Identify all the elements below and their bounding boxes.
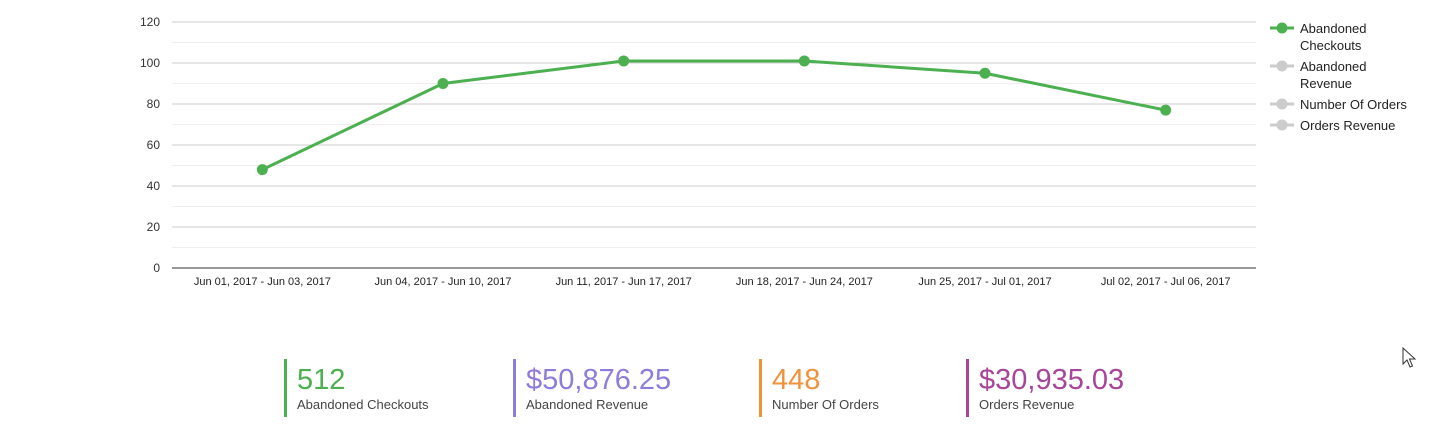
- legend-label: Abandoned: [1300, 21, 1367, 36]
- data-point: [979, 67, 991, 79]
- y-tick-label: 0: [153, 261, 160, 275]
- y-tick-label: 40: [147, 179, 161, 193]
- summary-number-of-orders: 448 Number Of Orders: [759, 359, 879, 417]
- legend-label: Number Of Orders: [1300, 97, 1407, 112]
- x-tick-label: Jul 02, 2017 - Jul 06, 2017: [1101, 276, 1231, 288]
- summary-label: Orders Revenue: [979, 397, 1075, 412]
- legend-marker: [1276, 22, 1288, 34]
- y-tick-label: 20: [147, 220, 161, 234]
- y-axis: 0 20 40 60 80 100 120: [140, 15, 160, 275]
- legend-item[interactable]: Orders Revenue: [1270, 118, 1395, 133]
- data-point: [1160, 104, 1172, 116]
- y-tick-label: 80: [147, 97, 161, 111]
- x-tick-label: Jun 25, 2017 - Jul 01, 2017: [918, 276, 1051, 288]
- x-axis: Jun 01, 2017 - Jun 03, 2017 Jun 04, 2017 …: [194, 276, 1231, 288]
- y-tick-label: 100: [140, 56, 160, 70]
- summary-value: 448: [772, 364, 821, 396]
- line-chart: 0 20 40 60 80 100 120 Jun 01, 2017 - Jun 03, 2…: [140, 15, 1407, 288]
- legend-label: Revenue: [1300, 76, 1352, 91]
- legend-marker: [1276, 60, 1288, 72]
- summary-orders-revenue: $30,935.03 Orders Revenue: [966, 359, 1124, 417]
- series-line: [261, 59, 1166, 171]
- legend-label: Checkouts: [1300, 38, 1362, 53]
- summary-label: Abandoned Checkouts: [297, 397, 429, 412]
- x-tick-label: Jun 01, 2017 - Jun 03, 2017: [194, 276, 331, 288]
- x-tick-label: Jun 04, 2017 - Jun 10, 2017: [375, 276, 512, 288]
- summary-label: Abandoned Revenue: [526, 397, 649, 412]
- legend-item[interactable]: Abandoned Revenue: [1270, 59, 1367, 91]
- chart-legend[interactable]: Abandoned Checkouts Abandoned Revenue Number…: [1270, 21, 1407, 133]
- data-point: [798, 55, 810, 67]
- series-abandoned-checkouts: [256, 55, 1172, 176]
- legend-item[interactable]: Number Of Orders: [1270, 97, 1407, 112]
- summary-abandoned-revenue: $50,876.25 Abandoned Revenue: [513, 359, 671, 417]
- data-point: [256, 164, 268, 176]
- y-tick-label: 120: [140, 15, 160, 29]
- summary-value: $30,935.03: [979, 364, 1125, 396]
- chart-grid: [172, 21, 1256, 269]
- legend-marker: [1276, 98, 1288, 110]
- mouse-cursor-icon: [1402, 347, 1416, 368]
- legend-item[interactable]: Abandoned Checkouts: [1270, 21, 1367, 53]
- summary-abandoned-checkouts: 512 Abandoned Checkouts: [284, 359, 429, 417]
- data-point: [618, 55, 630, 67]
- data-point: [437, 78, 449, 89]
- legend-label: Orders Revenue: [1300, 118, 1395, 133]
- y-tick-label: 60: [147, 138, 161, 152]
- legend-marker: [1276, 119, 1288, 131]
- legend-label: Abandoned: [1300, 59, 1367, 74]
- x-tick-label: Jun 11, 2017 - Jun 17, 2017: [556, 276, 692, 288]
- summary-value: $50,876.25: [526, 364, 672, 396]
- summary-label: Number Of Orders: [772, 397, 879, 412]
- summary-value: 512: [297, 364, 346, 396]
- x-tick-label: Jun 18, 2017 - Jun 24, 2017: [736, 276, 873, 288]
